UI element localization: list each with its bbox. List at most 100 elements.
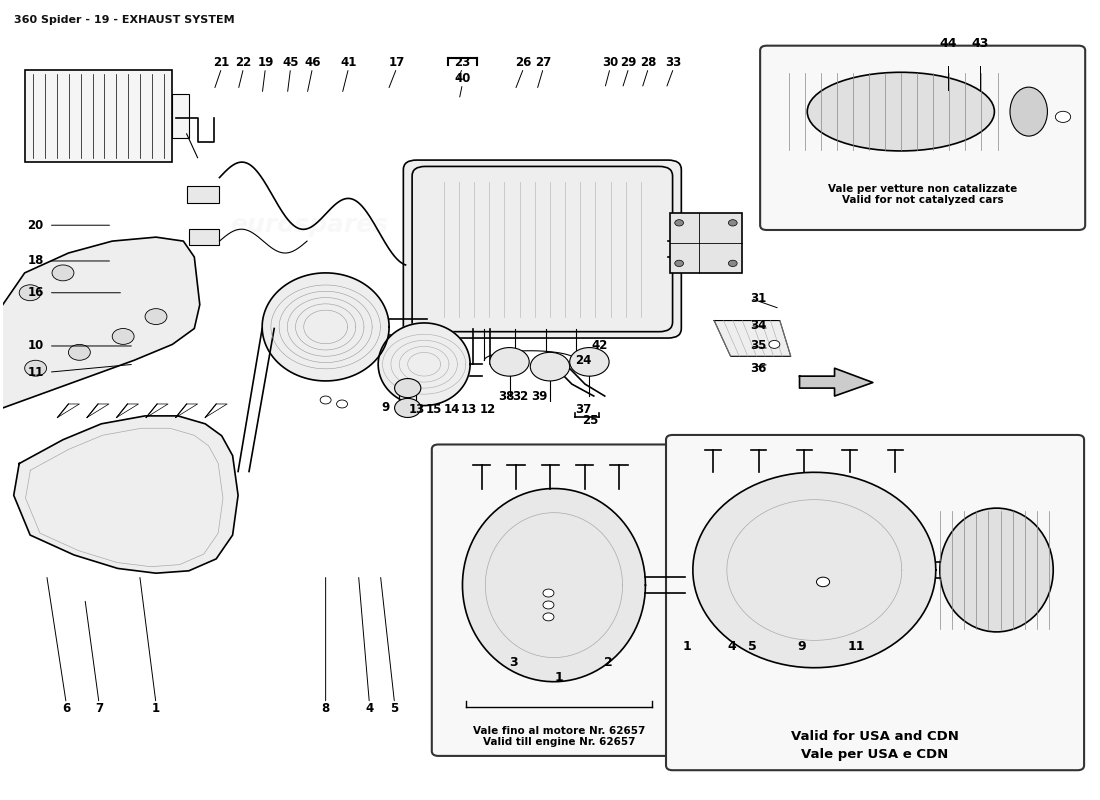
Text: 12: 12	[480, 403, 496, 416]
Text: 20: 20	[28, 218, 44, 232]
Text: 14: 14	[443, 403, 460, 416]
Text: 33: 33	[666, 56, 682, 69]
Polygon shape	[462, 489, 646, 682]
Text: 25: 25	[582, 414, 598, 427]
Text: 37: 37	[574, 403, 591, 416]
Circle shape	[112, 329, 134, 344]
Text: 38: 38	[498, 390, 515, 402]
Circle shape	[769, 341, 780, 348]
FancyBboxPatch shape	[404, 160, 681, 338]
Text: eurospares: eurospares	[230, 214, 388, 238]
Circle shape	[490, 347, 529, 376]
Text: 5: 5	[748, 640, 757, 653]
Text: eurospares: eurospares	[526, 451, 684, 475]
FancyBboxPatch shape	[666, 435, 1085, 770]
Text: 44: 44	[939, 38, 957, 50]
FancyBboxPatch shape	[432, 445, 685, 756]
FancyBboxPatch shape	[173, 94, 189, 138]
Polygon shape	[714, 321, 791, 356]
Text: 41: 41	[340, 56, 356, 69]
Polygon shape	[13, 416, 238, 573]
Text: 9: 9	[798, 640, 806, 653]
Circle shape	[395, 398, 421, 418]
Text: 7: 7	[95, 702, 103, 714]
Circle shape	[52, 265, 74, 281]
Text: Vale per vetture non catalizzate
Valid for not catalyzed cars: Vale per vetture non catalizzate Valid f…	[828, 184, 1018, 206]
Text: 1: 1	[682, 640, 691, 653]
Polygon shape	[262, 273, 389, 381]
Text: 360 Spider - 19 - EXHAUST SYSTEM: 360 Spider - 19 - EXHAUST SYSTEM	[13, 14, 234, 25]
Circle shape	[337, 400, 348, 408]
Text: 26: 26	[516, 56, 532, 69]
Text: Vale per USA e CDN: Vale per USA e CDN	[802, 749, 948, 762]
Text: 13: 13	[461, 403, 477, 416]
Circle shape	[68, 344, 90, 360]
Circle shape	[543, 601, 554, 609]
Text: 40: 40	[454, 72, 471, 85]
Text: 3: 3	[509, 655, 518, 669]
Circle shape	[728, 260, 737, 266]
Circle shape	[543, 613, 554, 621]
Circle shape	[19, 285, 41, 301]
Text: 22: 22	[235, 56, 252, 69]
Circle shape	[145, 309, 167, 325]
Circle shape	[395, 378, 421, 398]
Text: 42: 42	[591, 339, 607, 353]
Text: 9: 9	[382, 402, 390, 414]
Text: 16: 16	[28, 286, 44, 299]
Text: 19: 19	[257, 56, 274, 69]
Text: 32: 32	[513, 390, 529, 402]
Polygon shape	[693, 472, 936, 668]
Ellipse shape	[1010, 87, 1047, 136]
Text: 17: 17	[388, 56, 405, 69]
Circle shape	[674, 260, 683, 266]
Text: 13: 13	[408, 403, 425, 416]
Text: 35: 35	[750, 339, 766, 353]
Text: 8: 8	[321, 702, 330, 714]
Text: 46: 46	[305, 56, 321, 69]
Ellipse shape	[807, 72, 994, 151]
Text: 31: 31	[750, 292, 766, 305]
Circle shape	[530, 352, 570, 381]
Polygon shape	[3, 237, 200, 408]
Text: 30: 30	[602, 56, 618, 69]
Text: 21: 21	[213, 56, 230, 69]
Text: 5: 5	[390, 702, 398, 714]
Text: 27: 27	[536, 56, 551, 69]
Text: 6: 6	[62, 702, 70, 714]
Text: 45: 45	[283, 56, 299, 69]
Text: 36: 36	[750, 362, 766, 374]
Circle shape	[674, 220, 683, 226]
Text: 1: 1	[152, 702, 161, 714]
FancyBboxPatch shape	[760, 46, 1086, 230]
Text: 28: 28	[640, 56, 657, 69]
Circle shape	[816, 577, 829, 586]
Text: 43: 43	[971, 38, 989, 50]
Polygon shape	[800, 368, 873, 396]
Text: 23: 23	[454, 56, 471, 69]
Circle shape	[24, 360, 46, 376]
Text: 15: 15	[426, 403, 442, 416]
Text: eurospares: eurospares	[480, 167, 620, 187]
Text: 10: 10	[28, 339, 44, 353]
Circle shape	[728, 220, 737, 226]
FancyBboxPatch shape	[670, 214, 741, 273]
Text: Valid for USA and CDN: Valid for USA and CDN	[791, 730, 959, 743]
Polygon shape	[378, 323, 470, 406]
FancyBboxPatch shape	[189, 229, 220, 245]
Circle shape	[1055, 111, 1070, 122]
Text: 39: 39	[531, 390, 547, 402]
Text: 18: 18	[28, 254, 44, 267]
Text: 11: 11	[28, 366, 44, 378]
Ellipse shape	[939, 508, 1053, 632]
Circle shape	[543, 589, 554, 597]
Text: 4: 4	[727, 640, 736, 653]
Text: 2: 2	[604, 655, 613, 669]
Circle shape	[570, 347, 609, 376]
Text: 1: 1	[554, 671, 563, 685]
FancyBboxPatch shape	[187, 186, 220, 203]
Text: 4: 4	[365, 702, 374, 714]
Circle shape	[320, 396, 331, 404]
Text: Vale fino al motore Nr. 62657
Valid till engine Nr. 62657: Vale fino al motore Nr. 62657 Valid till…	[473, 726, 645, 747]
Text: 24: 24	[574, 354, 591, 366]
